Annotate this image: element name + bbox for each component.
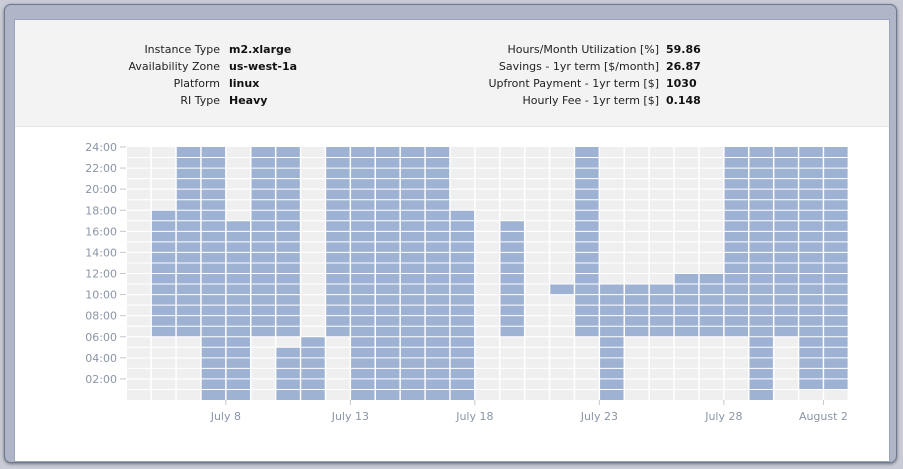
detail-instance-type: Instance Type m2.xlarge (15, 42, 887, 58)
instance-details-header: Instance Type m2.xlarge Availability Zon… (15, 20, 889, 127)
detail-value: 59.86 (666, 43, 701, 56)
x-tick-label: July 18 (455, 410, 493, 423)
detail-label: Upfront Payment - 1yr term [$] (488, 77, 659, 90)
detail-label: Instance Type (144, 43, 220, 56)
x-tick-label: July 23 (580, 410, 618, 423)
usage-bar (226, 220, 250, 400)
detail-label: Hours/Month Utilization [%] (507, 43, 659, 56)
y-tick-label: 20:00 (85, 183, 117, 196)
detail-value: linux (229, 77, 260, 90)
detail-value: Heavy (229, 94, 268, 107)
detail-value: 26.87 (666, 60, 701, 73)
usage-bar (625, 284, 649, 337)
usage-bar (649, 284, 674, 337)
detail-label: Savings - 1yr term [$/month] (498, 60, 659, 73)
x-tick-label: July 28 (704, 410, 742, 423)
usage-heatmap-chart: 02:00 04:00 06:00 08:00 10:00 12:00 14:00 16:00… (85, 141, 850, 423)
usage-bar (550, 284, 574, 295)
detail-label: Hourly Fee - 1yr term [$] (522, 94, 659, 107)
detail-value: us-west-1a (229, 60, 298, 73)
detail-savings: Savings - 1yr term [$/month] 26.87 (15, 59, 887, 75)
y-tick-label: 10:00 (85, 289, 117, 302)
y-tick-label: 18:00 (85, 204, 117, 217)
y-tick-label: 12:00 (85, 268, 117, 281)
y-tick-label: 16:00 (85, 225, 117, 238)
y-tick-label: 22:00 (85, 162, 117, 175)
reservation-panel: Instance Type m2.xlarge Availability Zon… (14, 19, 890, 462)
detail-platform: Platform linux (15, 76, 887, 92)
y-tick-label: 24:00 (85, 141, 117, 154)
detail-label: Platform (173, 77, 220, 90)
usage-bar (824, 147, 848, 390)
detail-hourly-fee: Hourly Fee - 1yr term [$] 0.148 (15, 93, 887, 109)
detail-availability-zone: Availability Zone us-west-1a (15, 59, 887, 75)
y-axis-ticks: 02:00 04:00 06:00 08:00 10:00 12:00 14:00 16:00… (85, 141, 126, 386)
window-frame: Instance Type m2.xlarge Availability Zon… (4, 4, 897, 463)
y-tick-label: 14:00 (85, 246, 117, 259)
x-tick-label: July 13 (331, 410, 369, 423)
usage-bar (500, 220, 524, 337)
x-tick-label: August 2 (799, 410, 848, 423)
usage-bar (276, 347, 300, 400)
detail-value: 0.148 (666, 94, 701, 107)
detail-utilization: Hours/Month Utilization [%] 59.86 (15, 42, 887, 58)
x-axis-ticks: July 8 July 13 July 18 July 23 July 28 August… (210, 400, 848, 423)
detail-label: Availability Zone (128, 60, 220, 73)
y-tick-label: 06:00 (85, 331, 117, 344)
detail-ri-type: RI Type Heavy (15, 93, 887, 109)
x-tick-label: July 8 (210, 410, 241, 423)
usage-bar (799, 147, 823, 390)
detail-value: 1030 (666, 77, 697, 90)
y-tick-label: 02:00 (85, 373, 117, 386)
detail-value: m2.xlarge (229, 43, 292, 56)
y-tick-label: 04:00 (85, 352, 117, 365)
detail-label: RI Type (180, 94, 220, 107)
detail-upfront-payment: Upfront Payment - 1yr term [$] 1030 (15, 76, 887, 92)
usage-bar (600, 284, 624, 400)
y-tick-label: 08:00 (85, 310, 117, 323)
chart-bars (127, 147, 850, 400)
